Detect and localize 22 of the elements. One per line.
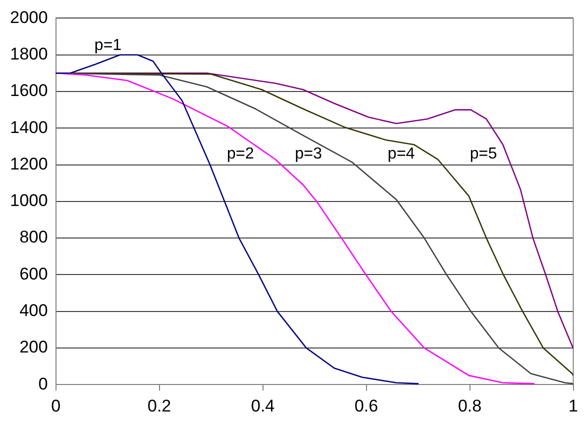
x-tick-label: 0.8 — [458, 396, 482, 416]
y-tick-label: 1600 — [10, 81, 48, 100]
y-tick-label: 1800 — [10, 44, 48, 64]
y-tick-label: 400 — [19, 301, 48, 320]
x-tick-label: 1 — [568, 396, 578, 416]
y-tick-label: 200 — [19, 338, 48, 357]
series-label: p=2 — [226, 146, 254, 163]
y-tick-label: 2000 — [10, 8, 48, 27]
series-label: p=1 — [94, 37, 122, 54]
x-tick-label: 0.4 — [250, 396, 275, 416]
series-label: p=5 — [470, 146, 498, 163]
series-label: p=4 — [388, 146, 415, 163]
y-tick-label: 800 — [19, 228, 48, 247]
y-tick-label: 1200 — [10, 154, 48, 174]
y-tick-label: 1400 — [10, 118, 48, 137]
x-tick-label: 0.2 — [147, 396, 172, 416]
y-tick-label: 600 — [19, 264, 48, 284]
y-tick-label: 0 — [38, 374, 48, 394]
series-label: p=3 — [294, 146, 322, 163]
y-tick-label: 1000 — [10, 191, 48, 210]
x-tick-label: 0.6 — [354, 396, 378, 416]
x-tick-label: 0 — [51, 396, 61, 416]
